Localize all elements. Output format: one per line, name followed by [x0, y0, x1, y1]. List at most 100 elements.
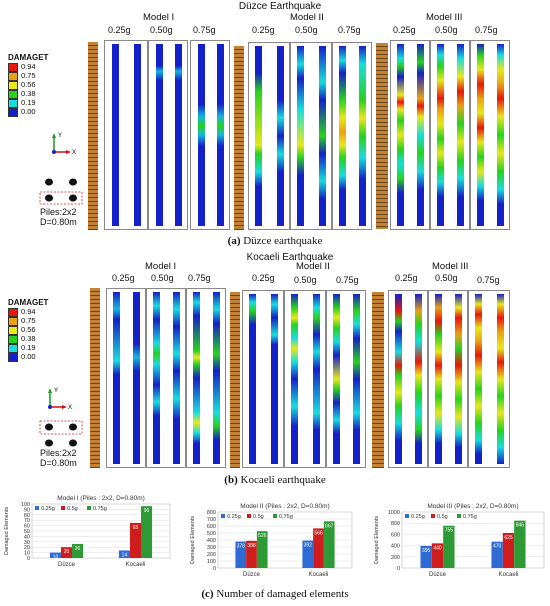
model-frame [106, 288, 146, 468]
y-tick-label: 0 [27, 556, 30, 562]
damage-legend: DAMAGET 0.94 0.75 0.56 0.38 0.19 0.00 [8, 53, 48, 117]
legend-swatch [8, 316, 18, 326]
legend-swatch [8, 89, 18, 99]
bar-data-label: 526 [258, 533, 267, 539]
pile [156, 44, 163, 226]
soil-column [230, 292, 240, 468]
model-frame [186, 288, 226, 468]
y-axis-label: Damaged Elements [374, 516, 380, 565]
model-frame [248, 42, 290, 230]
legend-swatch [8, 80, 18, 90]
y-tick-label: 800 [207, 510, 216, 516]
panel-a-model-2-label: Model II [290, 12, 324, 23]
pile [313, 294, 320, 464]
y-tick-label: 100 [207, 559, 216, 565]
bar [72, 543, 84, 558]
model-frame [190, 40, 230, 230]
x-tick-label: Düzce [429, 572, 447, 578]
legend-entry: 0.75g [463, 514, 477, 520]
bar-chart-model-3: Model III (Piles : 2x2, D=0.80m) 0 200 400 6… [374, 503, 545, 578]
legend-level: 0.19 [21, 98, 36, 107]
legend-swatch [61, 506, 65, 510]
pile [353, 294, 360, 464]
panel-b-pga-label: 0.75g [477, 275, 500, 285]
pile [291, 294, 298, 464]
legend-title: DAMAGET [8, 298, 49, 307]
pile [175, 44, 182, 226]
pile [277, 46, 284, 226]
panel-b-pga-label: 0.75g [188, 273, 211, 283]
y-tick-label: 10 [24, 551, 30, 557]
panel-a-pga-label: 0.75g [475, 25, 498, 35]
axis-triad-icon: Y X [52, 133, 76, 156]
pile [297, 46, 304, 226]
panel-b-title: Kocaeli Earthquake [246, 252, 334, 263]
bar-data-label: 667 [325, 523, 334, 529]
y-tick-label: 400 [207, 538, 216, 544]
soil-column [90, 288, 100, 468]
soil-column [376, 43, 388, 229]
pile [477, 44, 484, 226]
bar [235, 541, 247, 568]
bar [256, 531, 268, 568]
y-tick-label: 600 [207, 524, 216, 530]
pile-diameter-text: D=0.80m [40, 217, 77, 227]
axis-y-label: Y [54, 388, 58, 394]
y-tick-label: 500 [207, 531, 216, 537]
x-tick-label: Kocaeli [126, 562, 146, 568]
panel-b-pga-label: 0.50g [294, 275, 317, 285]
bar [141, 506, 153, 558]
pile [435, 294, 442, 464]
bar [443, 525, 455, 568]
y-tick-label: 100 [21, 502, 30, 508]
soil-column [372, 292, 384, 468]
pile [112, 44, 119, 226]
legend-level: 0.38 [21, 89, 36, 98]
bar-data-label: 65 [133, 525, 139, 531]
pile [457, 44, 464, 226]
legend-swatch [8, 98, 18, 108]
panel-a-model-1-label: Model I [143, 12, 175, 23]
pile [497, 44, 504, 226]
bar [118, 550, 130, 558]
y-tick-label: 300 [207, 545, 216, 551]
bar-data-label: 10 [53, 555, 59, 561]
panel-a-title: Düzce Earthquake [238, 1, 322, 12]
y-tick-label: 700 [207, 517, 216, 523]
model-frame [146, 288, 186, 468]
legend-entry: 0.5g [253, 514, 264, 520]
pile [255, 46, 262, 226]
y-tick-label: 90 [24, 507, 30, 513]
pile [395, 294, 402, 464]
legend-swatch [8, 352, 18, 362]
panel-c-caption: (c) Number of damaged elements [0, 588, 550, 600]
panel-a-pga-label: 0.50g [150, 25, 173, 35]
pile-plan-icon [39, 420, 83, 447]
y-tick-label: 600 [391, 532, 400, 538]
bar-data-label: 566 [314, 530, 323, 536]
soil-column [88, 42, 98, 230]
panel-a-pga-label: 0.25g [393, 25, 416, 35]
pile [359, 46, 366, 226]
bar [49, 552, 61, 558]
model-frame [430, 40, 470, 230]
y-tick-label: 0 [397, 566, 400, 572]
legend-level: 0.00 [21, 352, 36, 361]
panel-b-pga-label: 0.75g [336, 275, 359, 285]
pile [437, 44, 444, 226]
y-tick-label: 200 [207, 552, 216, 558]
panel-a-pga-label: 0.50g [435, 25, 458, 35]
bar-data-label: 96 [144, 508, 150, 514]
soil-column [234, 46, 244, 230]
chart-title: Model I (Piles : 2x2, D=0.80m) [57, 495, 145, 502]
pile [217, 44, 224, 226]
pile-diameter-text: D=0.80m [40, 458, 77, 468]
y-axis-label: Damaged Elements [4, 507, 10, 556]
chart-title: Model II (Piles : 2x2, D=0.80m) [240, 503, 329, 510]
y-tick-label: 200 [391, 555, 400, 561]
bar [60, 547, 73, 558]
model-frame [148, 40, 188, 230]
legend-swatch [8, 107, 18, 117]
pile [333, 294, 340, 464]
bar-data-label: 440 [433, 545, 442, 551]
